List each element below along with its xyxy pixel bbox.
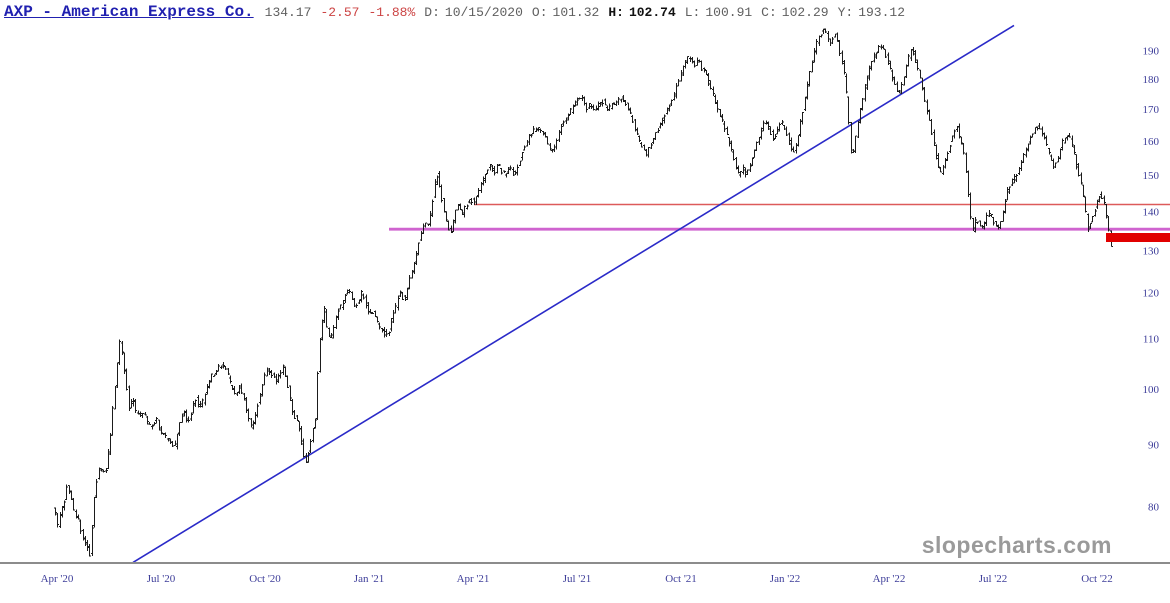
svg-text:Apr '22: Apr '22 [873,573,906,585]
quote-header: AXP - American Express Co. 134.17 -2.57 -1.… [4,3,1164,25]
y-axis-labels: 190 180 170 160 150 140 130 120 110 100 90 80 [1143,46,1160,514]
svg-text:Jan '22: Jan '22 [770,573,800,585]
x-axis-labels: Apr '20 Jul '20 Oct '20 Jan '21 Apr '21 Jul '… [41,573,1113,585]
price-change: -2.57 [320,5,360,20]
price-band [1106,233,1170,242]
ohlc-bars [54,28,1113,557]
svg-text:Jul '20: Jul '20 [147,573,176,585]
svg-text:180: 180 [1143,74,1160,86]
close-label: C: [761,5,777,20]
svg-text:120: 120 [1143,288,1160,300]
svg-text:160: 160 [1143,136,1160,148]
svg-text:Oct '21: Oct '21 [665,573,697,585]
svg-text:130: 130 [1143,246,1160,258]
svg-text:Jul '21: Jul '21 [563,573,592,585]
close-value: 102.29 [781,5,829,20]
svg-text:150: 150 [1143,170,1160,182]
svg-text:Apr '21: Apr '21 [457,573,490,585]
trendline [132,24,1015,564]
last-price: 134.17 [264,5,312,20]
svg-text:140: 140 [1143,207,1160,219]
support-resistance-lines [389,203,1170,231]
svg-text:110: 110 [1143,334,1160,346]
price-change-pct: -1.88% [368,5,416,20]
svg-text:Apr '20: Apr '20 [41,573,74,585]
date-value: 10/15/2020 [444,5,523,20]
svg-text:80: 80 [1148,501,1160,513]
svg-text:Oct '20: Oct '20 [249,573,281,585]
svg-text:170: 170 [1143,104,1160,116]
x-axis-line [0,562,1170,564]
year-high-value: 193.12 [858,5,906,20]
year-high-label: Y: [837,5,854,20]
low-label: L: [684,5,701,20]
open-value: 101.32 [552,5,600,20]
svg-text:Oct '22: Oct '22 [1081,573,1113,585]
svg-text:Jan '21: Jan '21 [354,573,384,585]
open-label: O: [531,5,548,20]
high-label: H: [608,5,624,20]
watermark: slopecharts.com [921,532,1112,558]
ticker-link[interactable]: AXP - American Express Co. [4,3,254,21]
svg-text:190: 190 [1143,46,1160,58]
low-value: 100.91 [705,5,753,20]
svg-text:Jul '22: Jul '22 [979,573,1008,585]
high-value: 102.74 [628,5,676,20]
date-label: D: [424,5,440,20]
svg-text:90: 90 [1148,439,1160,451]
svg-text:100: 100 [1143,384,1160,396]
